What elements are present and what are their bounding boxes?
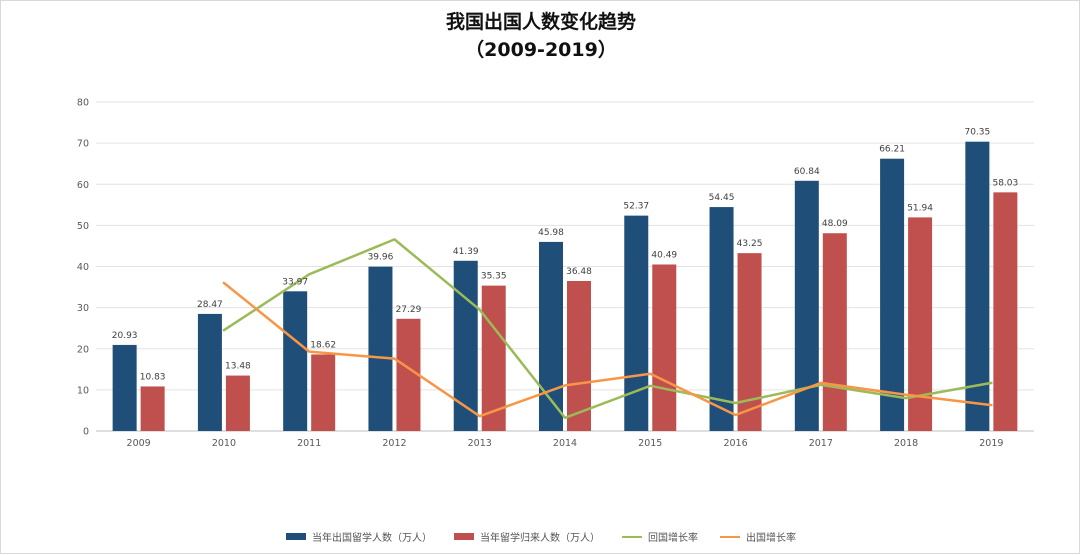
data-label: 33.97 (282, 277, 308, 287)
y-tick-label: 30 (77, 303, 89, 314)
y-tick-label: 70 (77, 139, 89, 150)
y-tick-label: 50 (77, 221, 89, 232)
data-label: 52.37 (623, 202, 649, 212)
data-label: 54.45 (709, 193, 735, 203)
y-tick-label: 20 (77, 344, 89, 355)
legend-item-outbound: 当年出国留学人数（万人） (286, 529, 432, 544)
x-tick-label: 2014 (553, 438, 577, 449)
legend: 当年出国留学人数（万人） 当年留学归来人数（万人） 回国增长率 出国增长率 (1, 529, 1080, 544)
legend-item-outbound-growth: 出国增长率 (720, 529, 796, 544)
bar-outbound (197, 313, 222, 431)
data-label: 20.93 (112, 331, 138, 341)
data-label: 39.96 (368, 253, 394, 263)
data-label: 70.35 (964, 128, 990, 138)
x-tick-label: 2015 (638, 438, 662, 449)
data-label: 36.48 (566, 267, 592, 277)
bar-returnee (822, 233, 847, 431)
data-label: 66.21 (879, 145, 905, 155)
legend-swatch-outbound (286, 533, 306, 540)
bar-returnee (993, 192, 1018, 431)
bar-outbound (794, 180, 819, 431)
data-label: 18.62 (310, 340, 336, 350)
x-tick-label: 2011 (297, 438, 321, 449)
axis-layer: 0 10 20 30 40 50 60 70 80 2009 2010 2011 2012 2013 201… (77, 98, 1004, 450)
legend-swatch-return-growth (622, 535, 642, 538)
line-return-growth (222, 238, 993, 420)
label-layer: 20.93 28.47 33.97 39.96 41.39 45.98 52.37 54.45… (112, 128, 1018, 383)
data-label: 43.25 (737, 239, 763, 249)
x-tick-label: 2018 (894, 438, 918, 449)
x-tick-label: 2016 (723, 438, 747, 449)
legend-swatch-outbound-growth (720, 535, 740, 538)
y-tick-label: 40 (77, 262, 89, 273)
x-tick-label: 2012 (382, 438, 406, 449)
bar-returnee (311, 354, 336, 431)
data-label: 45.98 (538, 228, 564, 238)
bar-outbound (368, 266, 393, 431)
y-tick-label: 60 (77, 180, 89, 191)
legend-label-outbound: 当年出国留学人数（万人） (312, 533, 432, 544)
bar-returnee (567, 280, 591, 431)
data-label: 27.29 (396, 305, 422, 315)
x-tick-label: 2019 (979, 438, 1003, 449)
bar-returnee (140, 386, 165, 431)
line-outbound-growth (222, 281, 993, 418)
data-label: 10.83 (140, 372, 166, 382)
legend-label-returnee: 当年留学归来人数（万人） (480, 533, 600, 544)
legend-item-return-growth: 回国增长率 (622, 529, 698, 544)
line-layer (222, 238, 993, 420)
data-label: 40.49 (651, 250, 677, 260)
y-tick-label: 0 (83, 427, 89, 438)
data-label: 58.03 (992, 178, 1018, 188)
bar-returnee (652, 264, 677, 431)
bar-outbound (880, 158, 905, 432)
bar-outbound (709, 207, 734, 431)
y-tick-label: 80 (77, 98, 89, 109)
x-tick-label: 2009 (127, 438, 151, 449)
data-label: 41.39 (453, 247, 479, 257)
x-tick-label: 2017 (809, 438, 833, 449)
x-tick-label: 2010 (212, 438, 236, 449)
bar-returnee (908, 217, 933, 431)
data-label: 13.48 (225, 362, 251, 372)
data-label: 60.84 (794, 167, 820, 177)
bar-layer (112, 141, 1018, 432)
legend-label-return-growth: 回国增长率 (648, 533, 698, 544)
data-label: 48.09 (822, 219, 848, 229)
legend-swatch-returnee (454, 533, 474, 540)
data-label: 35.35 (481, 272, 507, 282)
legend-item-returnee: 当年留学归来人数（万人） (454, 529, 600, 544)
x-tick-label: 2013 (468, 438, 492, 449)
data-label: 51.94 (907, 203, 933, 213)
chart-title: 我国出国人数变化趋势 (445, 11, 636, 33)
bar-outbound (539, 241, 563, 431)
data-label: 28.47 (197, 300, 223, 310)
bar-outbound (283, 291, 308, 431)
bar-returnee (225, 375, 250, 431)
bar-returnee (481, 285, 506, 431)
legend-label-outbound-growth: 出国增长率 (746, 533, 796, 544)
bar-outbound (112, 344, 137, 431)
bar-outbound (624, 215, 649, 431)
chart-subtitle: （2009-2019） (465, 39, 617, 61)
y-tick-label: 10 (77, 385, 89, 396)
bar-returnee (737, 253, 762, 431)
